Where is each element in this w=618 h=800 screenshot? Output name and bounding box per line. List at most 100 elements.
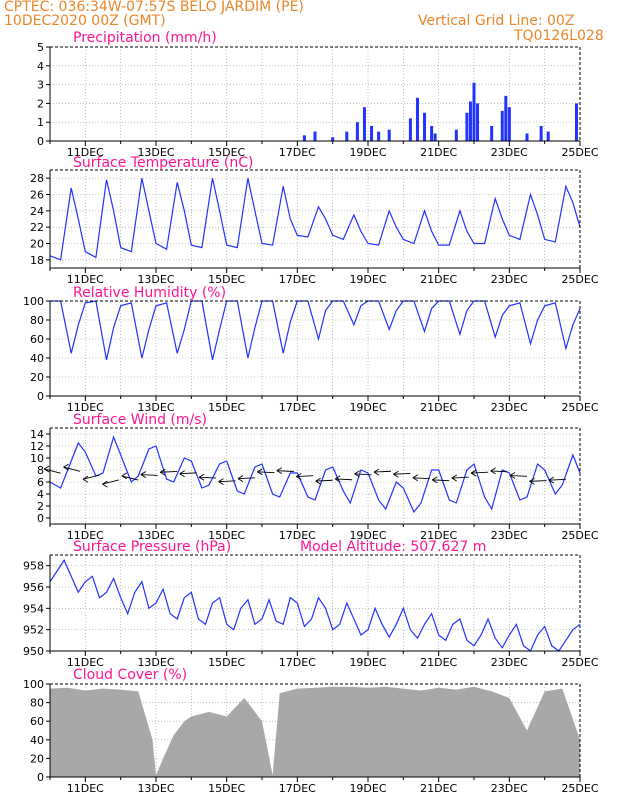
y-tick-label: 22 xyxy=(30,221,44,234)
y-tick-label: 954 xyxy=(23,602,44,615)
precip-bar xyxy=(539,125,543,141)
wind-arrow xyxy=(373,468,391,476)
temp-series-line xyxy=(49,178,581,261)
y-tick-label: 10 xyxy=(30,452,44,465)
wind-arrow xyxy=(529,477,547,485)
x-tick-label: 19DEC xyxy=(349,782,386,795)
y-tick-label: 1 xyxy=(37,116,44,129)
rh-series-line xyxy=(50,300,581,361)
x-tick-label: 11DEC xyxy=(67,656,104,669)
wind-arrow xyxy=(296,473,314,480)
x-tick-label: 15DEC xyxy=(208,146,245,159)
y-tick-label: 20 xyxy=(30,238,44,251)
pres-title: Surface Pressure (hPa) xyxy=(73,539,231,555)
precip-bar xyxy=(430,125,434,141)
y-tick-label: 14 xyxy=(30,428,44,441)
x-tick-label: 13DEC xyxy=(137,146,174,159)
y-tick-label: 100 xyxy=(23,295,44,308)
precip-bar xyxy=(331,137,335,141)
x-tick-label: 19DEC xyxy=(349,401,386,414)
chart-header: CPTEC: 036:34W-07:57S BELO JARDIM (PE) 1… xyxy=(0,0,618,44)
wind-arrow xyxy=(257,468,275,476)
precip-panel: 0 1 2 3 4 5 11DEC 13DEC 15DEC 17DEC 19DEC 21DEC 23DE… xyxy=(37,30,599,159)
y-tick-label: 80 xyxy=(30,314,44,327)
wind-arrow xyxy=(121,472,139,481)
cloud-panel: 0 20 40 60 80 100 11DEC 13DEC 15DEC 17DEC 19DEC 21D… xyxy=(23,667,599,795)
x-tick-label: 23DEC xyxy=(491,529,528,542)
wind-series-line xyxy=(49,435,581,514)
wind-arrow xyxy=(218,478,236,486)
wind-arrow xyxy=(470,469,489,477)
precip-bar xyxy=(490,125,494,141)
x-tick-label: 13DEC xyxy=(137,273,174,286)
x-tick-label: 23DEC xyxy=(491,401,528,414)
x-tick-label: 23DEC xyxy=(491,146,528,159)
wind-arrow xyxy=(140,471,158,478)
precip-bar xyxy=(408,118,412,141)
x-tick-label: 25DEC xyxy=(561,273,598,286)
y-tick-label: 0 xyxy=(37,512,44,525)
wind-arrow xyxy=(159,468,178,476)
wind-arrow xyxy=(548,476,566,484)
precip-bar xyxy=(504,95,508,141)
x-tick-label: 25DEC xyxy=(561,656,598,669)
precip-bar xyxy=(465,112,469,141)
precip-bar xyxy=(345,131,349,141)
y-tick-label: 40 xyxy=(30,352,44,365)
x-tick-label: 25DEC xyxy=(561,529,598,542)
precip-bar xyxy=(415,97,419,141)
wind-arrow xyxy=(82,474,100,483)
model-altitude-label: Model Altitude: 507.627 m xyxy=(300,539,486,555)
x-tick-label: 13DEC xyxy=(137,401,174,414)
y-tick-label: 956 xyxy=(23,581,44,594)
x-tick-label: 11DEC xyxy=(67,529,104,542)
x-tick-label: 13DEC xyxy=(137,782,174,795)
precip-bar xyxy=(500,110,504,141)
x-tick-label: 23DEC xyxy=(491,273,528,286)
temp-panel: 18 20 22 24 26 28 11DEC 13DEC 15DEC 17DEC 19DEC 21D… xyxy=(30,155,599,286)
wind-arrow xyxy=(354,470,372,478)
precip-title: Precipitation (mm/h) xyxy=(73,30,217,46)
y-tick-label: 20 xyxy=(30,371,44,384)
x-tick-label: 11DEC xyxy=(67,146,104,159)
y-tick-label: 4 xyxy=(37,60,44,73)
x-tick-label: 17DEC xyxy=(279,401,316,414)
y-tick-label: 2 xyxy=(37,500,44,513)
precip-bar xyxy=(507,107,511,141)
wind-arrow xyxy=(276,467,294,475)
x-tick-label: 13DEC xyxy=(137,529,174,542)
wind-arrow xyxy=(63,463,81,472)
x-tick-label: 19DEC xyxy=(349,529,386,542)
wind-title: Surface Wind (m/s) xyxy=(73,412,207,428)
x-tick-label: 21DEC xyxy=(420,146,457,159)
x-tick-label: 21DEC xyxy=(420,273,457,286)
run-datetime: 10DEC2020 00Z (GMT) xyxy=(4,13,166,29)
wind-arrow xyxy=(412,474,430,482)
wind-arrow xyxy=(198,473,217,481)
y-tick-label: 958 xyxy=(23,560,44,573)
x-tick-label: 15DEC xyxy=(208,273,245,286)
wind-arrow xyxy=(509,472,528,479)
rh-panel: 0 20 40 60 80 100 11DEC 13DEC 15DEC 17DEC 19DEC 21D… xyxy=(23,285,599,414)
y-tick-label: 0 xyxy=(37,390,44,403)
y-tick-label: 26 xyxy=(30,189,44,202)
precip-bar xyxy=(387,129,391,141)
y-tick-label: 80 xyxy=(30,697,44,710)
y-tick-label: 0 xyxy=(37,135,44,148)
y-tick-label: 60 xyxy=(30,715,44,728)
y-tick-label: 0 xyxy=(37,771,44,784)
temp-title: Surface Temperature (nC) xyxy=(73,155,254,171)
x-tick-label: 21DEC xyxy=(420,401,457,414)
y-tick-label: 20 xyxy=(30,752,44,765)
precip-bar xyxy=(302,135,306,141)
x-tick-label: 23DEC xyxy=(491,656,528,669)
y-tick-label: 8 xyxy=(37,464,44,477)
x-tick-label: 17DEC xyxy=(279,146,316,159)
x-tick-label: 21DEC xyxy=(420,656,457,669)
precip-bar xyxy=(476,103,480,141)
rh-title: Relative Humidity (%) xyxy=(73,285,226,301)
x-tick-label: 17DEC xyxy=(279,273,316,286)
x-tick-label: 15DEC xyxy=(208,401,245,414)
